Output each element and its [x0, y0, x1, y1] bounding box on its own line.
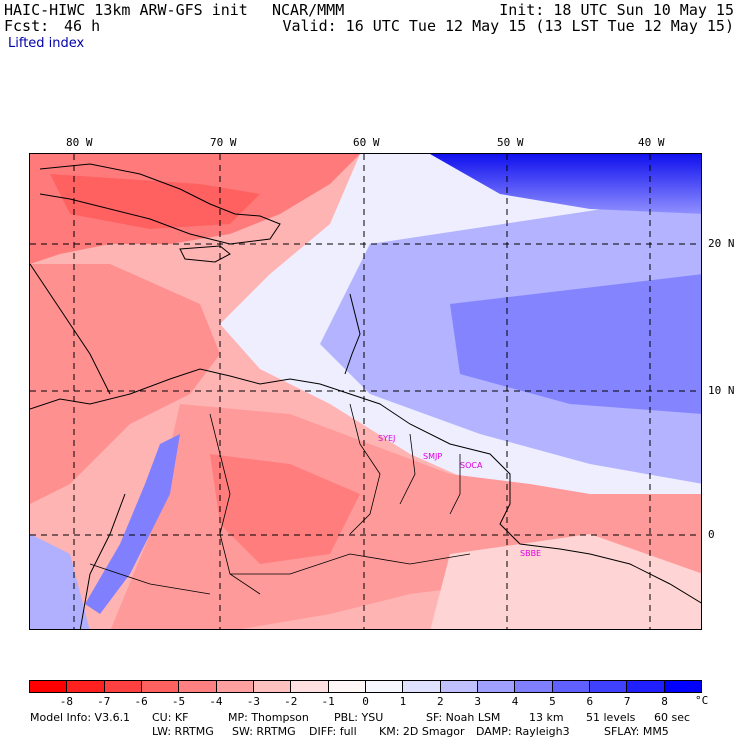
color-scale-segment	[104, 681, 142, 692]
cuba-hispaniola-coast	[39, 163, 281, 245]
model-title: HAIC-HIWC 13km ARW-GFS init	[4, 1, 248, 19]
border-venezuela-guyana	[349, 403, 381, 535]
color-scale-segment	[627, 681, 665, 692]
init-time: Init: 18 UTC Sun 10 May 15	[499, 1, 734, 19]
diff-setting: DIFF: full	[309, 725, 357, 738]
station-label: SYEJ	[378, 434, 396, 443]
sf-scheme: SF: Noah LSM	[426, 711, 501, 724]
station-label: SMJP	[423, 452, 443, 461]
grid-spacing: 13 km	[529, 711, 564, 724]
pbl-scheme: PBL: YSU	[334, 711, 384, 724]
lifted-index-map: SYEJ SMJP SOCA SBBE	[29, 153, 702, 630]
color-scale-segment	[515, 681, 553, 692]
lesser-antilles-arc	[344, 293, 361, 375]
station-label: SBBE	[520, 549, 542, 558]
color-scale-tick-label: -2	[284, 695, 298, 708]
color-scale-unit: °C	[695, 694, 709, 707]
south-america-north-coast	[30, 368, 701, 604]
color-scale-tick-label: -1	[321, 695, 335, 708]
color-scale-segment	[291, 681, 329, 692]
lw-scheme: LW: RRTMG	[152, 725, 214, 738]
color-scale-tick-label: -6	[134, 695, 148, 708]
color-scale-segment	[179, 681, 217, 692]
northeast-deep-blue	[430, 154, 701, 214]
sw-scheme: SW: RRTMG	[232, 725, 296, 738]
color-scale-segment	[253, 681, 292, 692]
color-scale-bar	[29, 680, 702, 693]
pacific-stable-zone	[30, 534, 90, 629]
venezuela-unstable-core	[210, 454, 360, 564]
color-scale-segment	[141, 681, 180, 692]
lon-label-60w: 60 W	[353, 136, 380, 149]
damp-setting: DAMP: Rayleigh3	[476, 725, 570, 738]
map-svg	[30, 154, 701, 629]
lat-label-10n: 10 N	[708, 384, 735, 397]
coastlines	[30, 163, 701, 629]
color-scale-segment	[440, 681, 478, 692]
color-scale-tick-label: 4	[511, 695, 519, 708]
lat-label-0: 0	[708, 528, 715, 541]
lon-label-80w: 80 W	[66, 136, 93, 149]
border-brazil-north	[230, 553, 471, 575]
field-subtitle: Lifted index	[8, 36, 85, 51]
color-scale-tick-label: -4	[209, 695, 223, 708]
color-scale-tick-label: 2	[436, 695, 444, 708]
station-label: SOCA	[460, 461, 483, 470]
color-scale-segment	[403, 681, 441, 692]
border-colombia-venezuela	[209, 413, 261, 595]
mp-scheme: MP: Thompson	[228, 711, 309, 724]
amazon-light-zone	[430, 534, 701, 629]
color-scale-tick-label: -8	[59, 695, 73, 708]
vertical-levels: 51 levels	[586, 711, 636, 724]
puerto-rico-coast	[179, 245, 231, 263]
color-scale-segment	[477, 681, 516, 692]
lon-label-50w: 50 W	[497, 136, 524, 149]
time-step: 60 sec	[654, 711, 691, 724]
antilles-unstable-core	[50, 174, 260, 229]
border-suriname-guiana	[449, 454, 461, 515]
color-scale-tick-label: 8	[661, 695, 668, 708]
graticule	[30, 154, 701, 629]
color-scale-tick-label: 0	[362, 695, 369, 708]
color-scale-segment	[589, 681, 628, 692]
central-america-coast	[30, 263, 111, 395]
color-scale-tick-label: 7	[623, 695, 631, 708]
org-label: NCAR/MMM	[272, 1, 345, 19]
color-scale-segment	[365, 681, 404, 692]
color-scale-tick-label: 3	[474, 695, 481, 708]
color-scale-tick-label: -5	[171, 695, 186, 708]
lat-label-20n: 20 N	[708, 237, 735, 250]
color-scale-segment	[552, 681, 590, 692]
color-scale-labels: -8 -7 -6 -5 -4 -3 -2 -1 0 1 2 3 4 5 6 7 8	[29, 695, 702, 708]
color-scale-segment	[328, 681, 366, 692]
model-info: Model Info: V3.6.1	[30, 711, 131, 724]
lon-label-40w: 40 W	[638, 136, 665, 149]
color-scale-segment	[216, 681, 254, 692]
country-borders	[89, 403, 471, 595]
atlantic-strong-stable-zone	[450, 274, 701, 414]
color-scale-tick-label: 6	[586, 695, 594, 708]
cu-scheme: CU: KF	[152, 711, 189, 724]
pacific-coast	[79, 493, 126, 629]
border-ecuador-peru	[89, 563, 211, 595]
western-caribbean-zone	[30, 264, 220, 504]
color-scale-tick-label: 1	[399, 695, 407, 708]
valid-time: Valid: 16 UTC Tue 12 May 15 (13 LST Tue …	[282, 17, 734, 35]
forecast-label: Fcst:	[4, 17, 50, 35]
color-scale-tick-label: -7	[97, 695, 111, 708]
km-setting: KM: 2D Smagor	[379, 725, 465, 738]
color-scale-segment	[30, 681, 68, 692]
lon-label-70w: 70 W	[210, 136, 237, 149]
color-scale-tick-label: 5	[549, 695, 556, 708]
sflay-setting: SFLAY: MM5	[604, 725, 669, 738]
forecast-hour: 46 h	[64, 17, 101, 35]
color-scale-tick-label: -3	[246, 695, 260, 708]
border-guyana-suriname	[399, 433, 416, 505]
color-scale-segment	[67, 681, 105, 692]
color-scale-segment	[664, 681, 701, 692]
andes-stable-strip	[85, 434, 180, 614]
